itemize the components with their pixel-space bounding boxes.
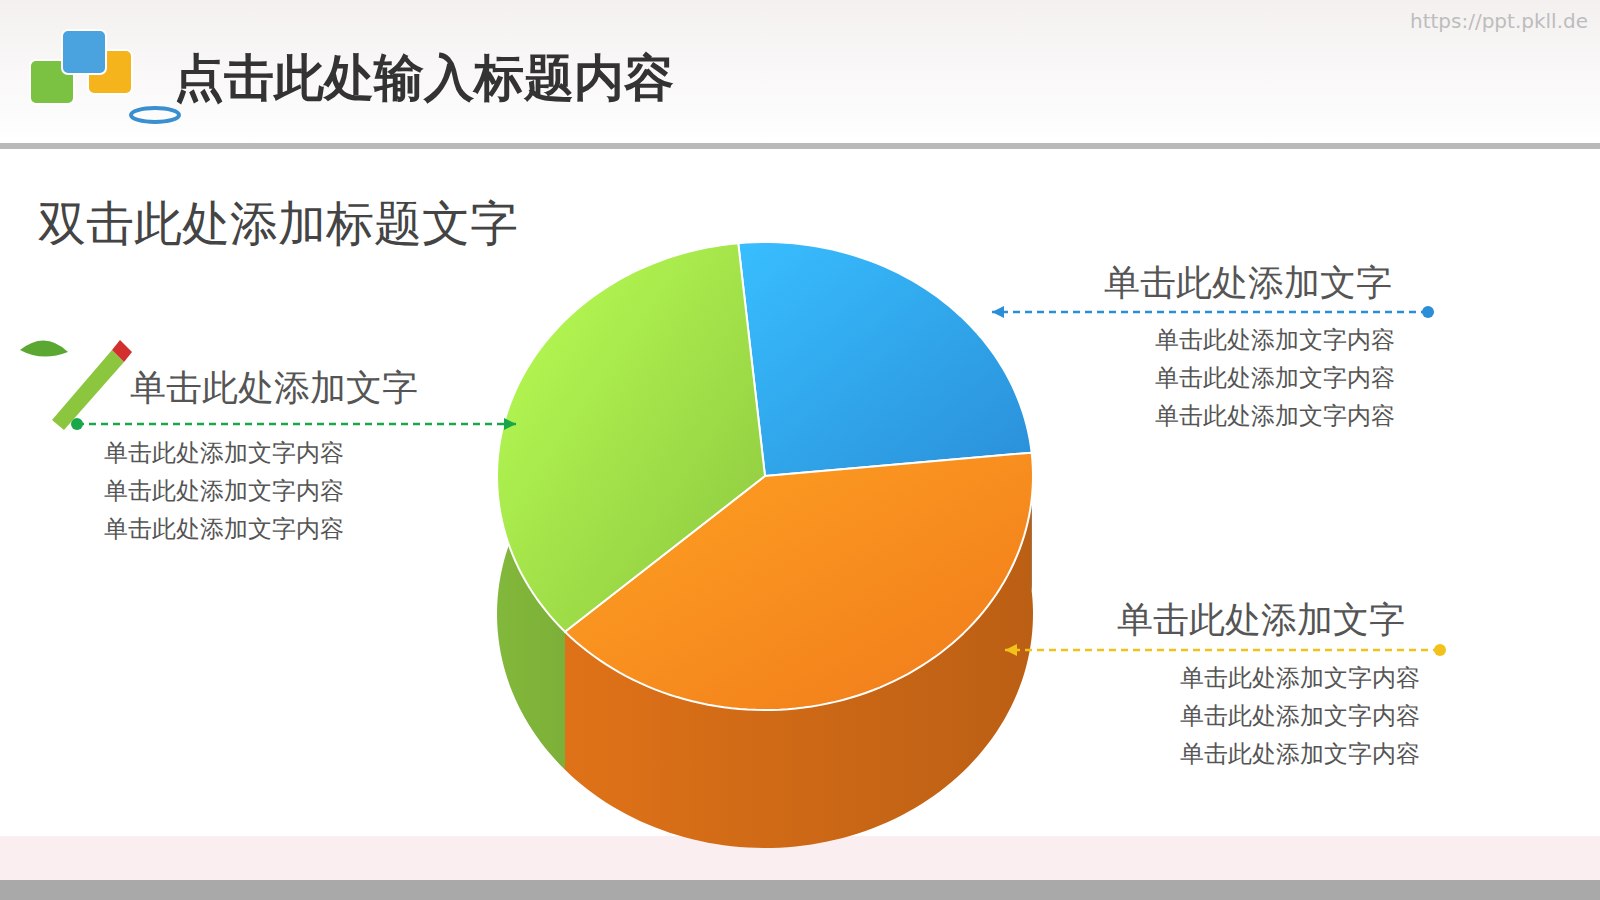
watermark: https://ppt.pkll.de [1410, 9, 1588, 33]
label-text: 单击此处添加文字内容 [1155, 402, 1395, 430]
footer-rule [0, 880, 1600, 900]
leader-dot [1434, 644, 1446, 656]
slice [738, 242, 1031, 476]
label-text: 单击此处添加文字内容 [1155, 326, 1395, 354]
label-text: 单击此处添加文字内容 [104, 439, 344, 467]
pie [497, 242, 1033, 848]
logo-ring [131, 108, 179, 122]
label-heading: 单击此处添加文字 [130, 367, 418, 408]
label-text: 单击此处添加文字内容 [1155, 364, 1395, 392]
pencil-body [52, 350, 124, 430]
pencil-cap [112, 340, 132, 362]
slice-label: 单击此处添加文字单击此处添加文字内容单击此处添加文字内容单击此处添加文字内容 [992, 262, 1434, 430]
leader-line [992, 311, 1428, 314]
slice-label: 单击此处添加文字单击此处添加文字内容单击此处添加文字内容单击此处添加文字内容 [1005, 599, 1446, 768]
leader-arrow [504, 418, 516, 430]
leader-dot [1422, 306, 1434, 318]
chart-title: 双击此处添加标题文字 [38, 195, 518, 251]
label-text: 单击此处添加文字内容 [104, 515, 344, 543]
logo-icon [30, 30, 179, 122]
slice [497, 243, 765, 632]
slide: 点击此处输入标题内容 https://ppt.pkll.de 双击此处添加标题文字单… [0, 0, 1600, 900]
label-heading: 单击此处添加文字 [1117, 599, 1405, 640]
label-text: 单击此处添加文字内容 [104, 477, 344, 505]
label-text: 单击此处添加文字内容 [1180, 740, 1420, 768]
label-heading: 单击此处添加文字 [1104, 262, 1392, 303]
slide-title: 点击此处输入标题内容 [174, 49, 674, 107]
logo-block [62, 30, 106, 74]
pencil-icon [20, 340, 132, 430]
header-band [0, 0, 1600, 145]
pencil-leaf [20, 340, 68, 356]
label-text: 单击此处添加文字内容 [1180, 664, 1420, 692]
header-rule [0, 143, 1600, 149]
label-text: 单击此处添加文字内容 [1180, 702, 1420, 730]
leader-line [77, 423, 516, 426]
leader-arrow [1005, 644, 1017, 656]
slice-label: 单击此处添加文字单击此处添加文字内容单击此处添加文字内容单击此处添加文字内容 [71, 367, 516, 543]
leader-line [1005, 649, 1440, 652]
leader-arrow [992, 306, 1004, 318]
